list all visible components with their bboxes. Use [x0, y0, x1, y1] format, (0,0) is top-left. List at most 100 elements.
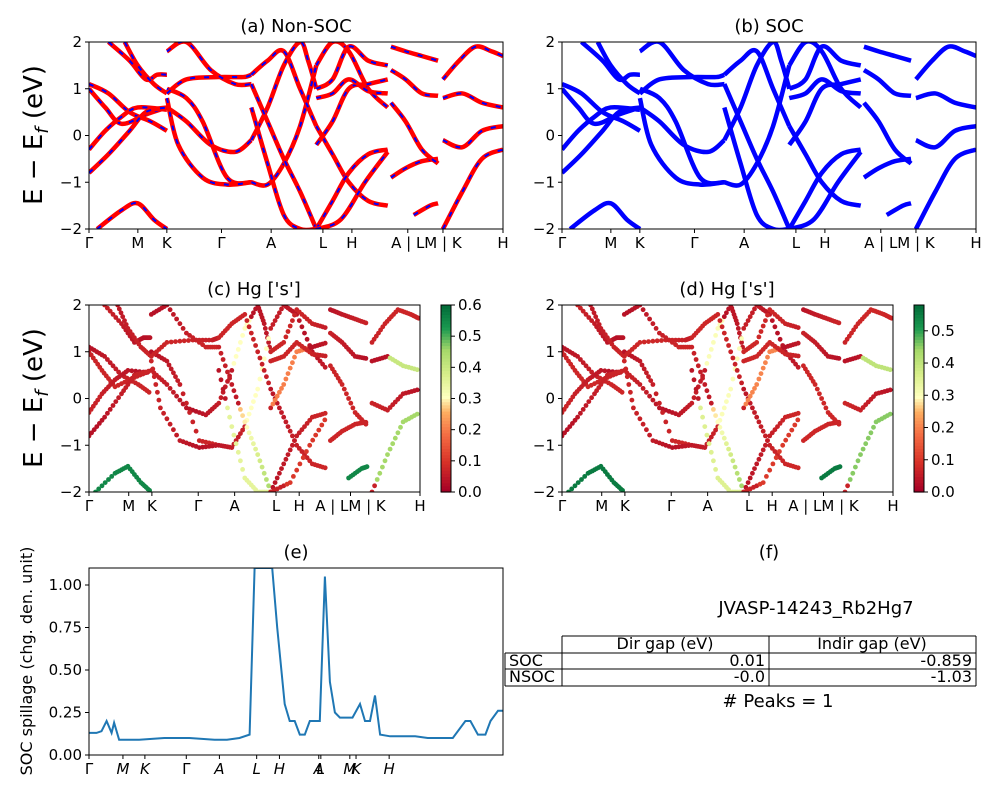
projection-point: [660, 410, 665, 415]
colorbar-segment: [914, 336, 924, 340]
projection-point: [586, 399, 592, 404]
projection-point: [261, 368, 267, 373]
colorbar-segment: [914, 361, 924, 365]
projection-point: [812, 382, 818, 387]
colorbar-segment: [441, 442, 451, 446]
projection-point: [721, 314, 727, 320]
band-line-nonsoc-dash: [315, 125, 388, 207]
projection-point: [644, 370, 649, 376]
panel-c-colorbar: 0.0 0.1 0.2 0.3 0.4 0.5 0.6: [440, 296, 482, 501]
projection-point: [795, 465, 801, 471]
projection-point: [698, 369, 703, 375]
projection-point: [229, 424, 235, 429]
band-line-soc: [722, 83, 792, 229]
band-line-soc: [637, 97, 725, 187]
projection-point: [290, 442, 295, 448]
colorbar-segment: [914, 442, 924, 446]
x-tick-label: A: [266, 234, 277, 252]
band-line-soc: [562, 105, 641, 175]
projection-point: [248, 314, 254, 320]
projection-point: [177, 338, 183, 344]
projection-point: [823, 405, 829, 411]
projection-point: [270, 391, 276, 397]
projection-point: [743, 391, 749, 397]
projection-point: [631, 405, 636, 411]
projection-point: [110, 363, 116, 369]
projection-point: [741, 326, 747, 331]
colorbar-segment: [441, 470, 451, 474]
projection-point: [164, 305, 170, 308]
colorbar-segment: [914, 482, 924, 487]
colorbar-segment: [441, 407, 451, 412]
projection-point: [589, 306, 595, 312]
projection-point: [123, 322, 129, 327]
projection-point: [698, 405, 703, 411]
projection-point: [715, 312, 721, 317]
projection-point: [743, 322, 749, 327]
projection-point: [341, 386, 347, 392]
colorbar-segment: [441, 392, 451, 396]
projection-point: [218, 377, 224, 383]
projection-point: [322, 410, 328, 416]
projection-point: [168, 366, 174, 372]
y-tick-label: −1: [533, 436, 555, 454]
colorbar-segment: [914, 401, 924, 406]
colorbar-segment: [914, 429, 924, 434]
projection-point: [860, 446, 866, 452]
projection-point: [737, 330, 742, 336]
projection-point: [704, 432, 710, 438]
projection-point: [730, 355, 736, 361]
projection-point: [739, 340, 744, 345]
projection-point: [637, 340, 643, 345]
projection-point: [724, 336, 729, 342]
projection-point: [253, 343, 258, 348]
projection-point: [752, 410, 757, 415]
x-tick-label: M: [131, 234, 144, 252]
y-tick-label: −2: [60, 220, 82, 238]
colorbar-segment: [914, 323, 924, 328]
projection-point: [621, 358, 627, 364]
projection-point: [620, 335, 626, 341]
y-tick-label: 0.00: [49, 746, 82, 764]
colorbar-segment: [914, 410, 924, 415]
projection-point: [242, 312, 248, 317]
projection-point: [171, 370, 176, 376]
panel-d-frame: [561, 304, 894, 493]
projection-point: [780, 442, 786, 448]
projection-point: [589, 369, 594, 375]
colorbar-segment: [441, 463, 451, 468]
projection-point: [125, 368, 131, 373]
colorbar-segment: [441, 448, 451, 453]
table-cell: 0.01: [729, 651, 765, 670]
projection-point: [186, 338, 191, 343]
y-tick-label: 1: [545, 80, 555, 98]
projection-point: [786, 432, 792, 438]
projection-point: [760, 323, 766, 329]
projection-point: [711, 340, 716, 345]
band-line-nonsoc: [315, 150, 390, 229]
projection-point: [120, 314, 126, 320]
colorbar-segment: [914, 463, 924, 468]
projection-point: [750, 310, 755, 316]
projection-point: [231, 388, 237, 394]
projection-point: [235, 347, 241, 352]
projection-point: [713, 427, 718, 433]
colorbar-segment: [914, 454, 924, 459]
x-tick-label: H: [887, 497, 898, 515]
band-line-nonsoc: [441, 44, 503, 81]
projection-point: [171, 389, 176, 395]
projection-point: [760, 447, 766, 453]
projection-point: [713, 467, 718, 472]
panel-e-plot: 1.000.750.500.250.00Γ M K Γ A L H AL MK H: [49, 568, 503, 778]
colorbar-segment: [441, 351, 451, 356]
projection-point: [695, 396, 701, 401]
projection-point: [719, 430, 725, 436]
projection-point: [218, 350, 224, 356]
projection-point: [290, 318, 295, 323]
projection-point: [274, 314, 280, 320]
projection-point: [713, 413, 718, 418]
y-tick-label: 2: [545, 33, 555, 51]
projection-point: [116, 369, 121, 375]
